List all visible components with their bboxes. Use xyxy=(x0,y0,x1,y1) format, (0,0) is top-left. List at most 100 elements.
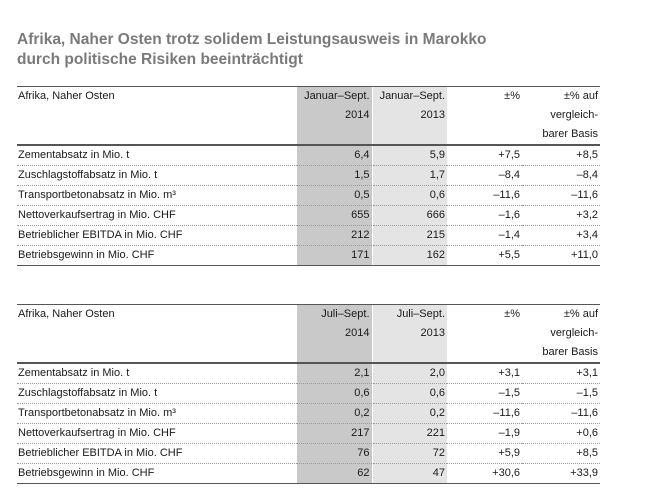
change-pct: –1,9 xyxy=(447,423,522,444)
value-2013: 215 xyxy=(371,225,447,246)
value-2013: 221 xyxy=(371,423,447,444)
change-pct-header: ±% xyxy=(447,86,522,106)
comparable-change-pct: –8,4 xyxy=(522,165,600,186)
row-label: Nettoverkaufsertrag in Mio. CHF xyxy=(17,423,297,444)
comparable-change-pct: –1,5 xyxy=(522,383,600,404)
change-pct: –1,6 xyxy=(447,205,522,226)
region-header: Afrika, Naher Osten xyxy=(17,304,297,324)
comparable-change-pct: +11,0 xyxy=(522,245,600,266)
value-2013: 666 xyxy=(371,205,447,226)
value-2014: 1,5 xyxy=(297,165,372,186)
period-2013-header: Juli–Sept. xyxy=(371,304,447,324)
table-row: Betriebsgewinn in Mio. CHF 62 47 +30,6 +33,9 xyxy=(17,463,600,484)
comparable-change-header: ±% auf xyxy=(522,304,600,324)
year-2014-header: 2014 xyxy=(297,106,372,125)
comparable-change-pct: +3,2 xyxy=(522,205,600,226)
table-row: Zuschlagstoffabsatz in Mio. t 0,6 0,6 –1,5–… xyxy=(17,383,600,404)
value-2013: 0,6 xyxy=(371,185,447,206)
period-2014-header: Juli–Sept. xyxy=(297,304,372,324)
table-row: Transportbetonabsatz in Mio. m³ 0,5 0,6 –11… xyxy=(17,185,600,206)
comparable-change-header: ±% auf xyxy=(522,86,600,106)
table-row: Zuschlagstoffabsatz in Mio. t 1,5 1,7 –8,4–… xyxy=(17,165,600,186)
value-2013: 0,2 xyxy=(371,403,447,424)
table-header-row: Afrika, Naher Osten Januar–Sept. Januar–… xyxy=(17,86,600,106)
change-pct: +5,9 xyxy=(447,443,522,464)
value-2013: 0,6 xyxy=(371,383,447,404)
row-label: Zuschlagstoffabsatz in Mio. t xyxy=(17,165,297,186)
comparable-change-header-line-2: vergleich- xyxy=(550,327,598,339)
change-pct: +3,1 xyxy=(447,363,522,384)
row-label: Transportbetonabsatz in Mio. m³ xyxy=(17,185,297,206)
change-pct: –11,6 xyxy=(447,185,522,206)
change-pct: +7,5 xyxy=(447,145,522,166)
comparable-change-pct: –11,6 xyxy=(522,403,600,424)
value-2014: 212 xyxy=(297,225,372,246)
value-2013: 1,7 xyxy=(371,165,447,186)
comparable-change-header-line-3: barer Basis xyxy=(522,125,600,146)
region-header: Afrika, Naher Osten xyxy=(17,86,297,106)
row-label: Zementabsatz in Mio. t xyxy=(17,145,297,166)
comparable-change-pct: –11,6 xyxy=(522,185,600,206)
row-label: Betrieblicher EBITDA in Mio. CHF xyxy=(17,443,297,464)
change-pct: –1,5 xyxy=(447,383,522,404)
results-table-third-quarter: Afrika, Naher Osten Juli–Sept. Juli–Sept… xyxy=(17,304,600,484)
value-2014: 655 xyxy=(297,205,372,226)
comparable-change-pct: +8,5 xyxy=(522,145,600,166)
value-2014: 76 xyxy=(297,443,372,464)
value-2013: 5,9 xyxy=(371,145,447,166)
row-label: Betriebsgewinn in Mio. CHF xyxy=(17,245,297,266)
table-row: Betriebsgewinn in Mio. CHF 171 162 +5,5 +11,… xyxy=(17,245,600,266)
page-title-line-2: durch politische Risiken beeinträchtigt xyxy=(17,51,303,68)
table-row: Zementabsatz in Mio. t 6,4 5,9 +7,5 +8,5 xyxy=(17,145,600,166)
comparable-change-pct: +0,6 xyxy=(522,423,600,444)
table-row: Transportbetonabsatz in Mio. m³ 0,2 0,2 –11… xyxy=(17,403,600,424)
row-label: Betrieblicher EBITDA in Mio. CHF xyxy=(17,225,297,246)
change-pct: –11,6 xyxy=(447,403,522,424)
comparable-change-header-line-2: vergleich- xyxy=(550,109,598,121)
value-2014: 171 xyxy=(297,245,372,266)
comparable-change-header-line-3: barer Basis xyxy=(522,343,600,364)
comparable-change-pct: +8,5 xyxy=(522,443,600,464)
change-pct: –1,4 xyxy=(447,225,522,246)
value-2013: 72 xyxy=(371,443,447,464)
value-2014: 2,1 xyxy=(297,363,372,384)
table-row: Nettoverkaufsertrag in Mio. CHF 217 221 –1,… xyxy=(17,423,600,444)
year-2014-header: 2014 xyxy=(297,324,372,343)
change-pct: +5,5 xyxy=(447,245,522,266)
table-row: Betrieblicher EBITDA in Mio. CHF 212 215 –1… xyxy=(17,225,600,246)
value-2014: 6,4 xyxy=(297,145,372,166)
change-pct-header: ±% xyxy=(447,304,522,324)
comparable-change-pct: +3,4 xyxy=(522,225,600,246)
table-row: Betrieblicher EBITDA in Mio. CHF 76 72 +5,9… xyxy=(17,443,600,464)
table-header-row: barer Basis xyxy=(17,125,600,146)
value-2014: 0,6 xyxy=(297,383,372,404)
table-header-row: Afrika, Naher Osten Juli–Sept. Juli–Sept… xyxy=(17,304,600,324)
results-table-nine-months: Afrika, Naher Osten Januar–Sept. Januar–… xyxy=(17,86,600,266)
row-label: Betriebsgewinn in Mio. CHF xyxy=(17,463,297,484)
year-2013-header: 2013 xyxy=(371,106,447,125)
value-2013: 47 xyxy=(371,463,447,484)
comparable-change-pct: +3,1 xyxy=(522,363,600,384)
comparable-change-pct: +33,9 xyxy=(522,463,600,484)
table-row: Zementabsatz in Mio. t 2,1 2,0 +3,1 +3,1 xyxy=(17,363,600,384)
table-header-row: 2014 2013 vergleich- xyxy=(17,324,600,343)
page-title-line-1: Afrika, Naher Osten trotz solidem Leistu… xyxy=(17,31,487,48)
table-header-row: barer Basis xyxy=(17,343,600,364)
table-row: Nettoverkaufsertrag in Mio. CHF 655 666 –1,… xyxy=(17,205,600,226)
row-label: Zementabsatz in Mio. t xyxy=(17,363,297,384)
value-2013: 2,0 xyxy=(371,363,447,384)
row-label: Zuschlagstoffabsatz in Mio. t xyxy=(17,383,297,404)
row-label: Transportbetonabsatz in Mio. m³ xyxy=(17,403,297,424)
value-2014: 217 xyxy=(297,423,372,444)
value-2014: 0,5 xyxy=(297,185,372,206)
value-2014: 62 xyxy=(297,463,372,484)
value-2014: 0,2 xyxy=(297,403,372,424)
period-2013-header: Januar–Sept. xyxy=(371,86,447,106)
page-title: Afrika, Naher Osten trotz solidem Leistu… xyxy=(17,30,486,70)
year-2013-header: 2013 xyxy=(371,324,447,343)
period-2014-header: Januar–Sept. xyxy=(297,86,372,106)
table-header-row: 2014 2013 vergleich- xyxy=(17,106,600,125)
change-pct: –8,4 xyxy=(447,165,522,186)
row-label: Nettoverkaufsertrag in Mio. CHF xyxy=(17,205,297,226)
value-2013: 162 xyxy=(371,245,447,266)
